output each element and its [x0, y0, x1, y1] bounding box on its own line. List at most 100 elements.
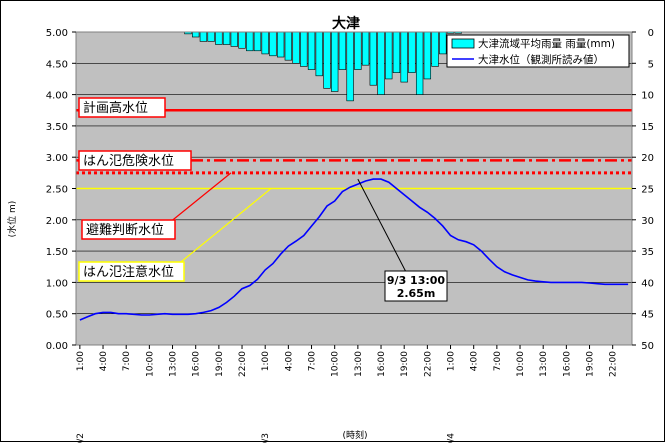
x-tick-label: 7:00: [122, 351, 132, 371]
x-tick-label: 22:00: [609, 351, 619, 377]
legend-box: [446, 34, 630, 68]
x-tick-label: 1:00: [447, 351, 457, 371]
rainfall-bar: [253, 31, 262, 52]
rainfall-bar: [346, 31, 354, 102]
reference-label: はん氾危険水位: [83, 154, 174, 169]
rainfall-bar: [292, 31, 300, 64]
callout-leader: [357, 178, 407, 273]
y-tick-label: 1.00: [46, 278, 68, 289]
rainfall-bar: [238, 31, 246, 49]
chart-title: 大津: [332, 15, 360, 32]
rainfall-bar: [331, 31, 339, 92]
rainfall-bar: [192, 31, 200, 38]
peak-annotation: 9/3 13:002.65m: [357, 178, 448, 302]
rainfall-bar: [315, 31, 323, 77]
y2-tick-label: 5: [648, 59, 654, 70]
legend: 大津流域平均雨量 雨量(mm) 大津水位（観測所読み値）: [446, 34, 630, 68]
rainfall-bar: [276, 31, 285, 58]
leader-line: [168, 172, 232, 224]
water-level-line: [79, 178, 629, 321]
y-tick-label: 4.00: [46, 91, 68, 102]
reference-label: 計画高水位: [83, 100, 148, 116]
x-tick-label: 10:00: [516, 351, 526, 377]
y-axis-title: (水位 m): [6, 201, 18, 238]
x-tick-label: 13:00: [169, 351, 179, 377]
rainfall-bar: [392, 31, 401, 73]
y2-tick-label: 50: [641, 341, 654, 352]
x-tick-label: 4:00: [284, 351, 294, 371]
right-axis-ticks: 0 5 10 15 20 25 30 35 40 45 50: [632, 28, 654, 352]
y2-tick-label: 15: [641, 122, 654, 133]
reference-label-box: [78, 97, 166, 118]
rainfall-bar: [439, 31, 447, 55]
callout-text: 2.65m: [397, 287, 436, 300]
x-tick-label: 22:00: [238, 351, 248, 377]
x-tick-label: 1:00: [261, 351, 271, 371]
x-tick-label: 13:00: [539, 351, 549, 377]
x-axis-title: (時刻): [342, 429, 367, 441]
rainfall-bar: [246, 31, 254, 52]
rainfall-bar: [222, 31, 231, 45]
x-tick-label: 19:00: [400, 351, 410, 377]
x-tick-label: 4:00: [470, 351, 480, 371]
leader-line: [175, 188, 272, 267]
y2-tick-label: 20: [641, 153, 654, 164]
x-tick-label: 19:00: [586, 351, 596, 377]
rainfall-bar: [369, 31, 377, 86]
y-tick-label: 5.00: [46, 28, 68, 39]
y-tick-label: 3.50: [46, 122, 68, 133]
reference-label-box: [78, 150, 192, 171]
y2-tick-label: 40: [641, 278, 654, 289]
x-tick-label: 1:00: [76, 351, 86, 371]
y2-tick-label: 35: [641, 247, 654, 258]
left-axis-ticks: 5.00 4.50 4.00 3.50 3.00 2.50 2.00 1.50 1.00 0.50…: [46, 28, 76, 352]
rainfall-bar: [323, 31, 331, 89]
rainfall-bar: [207, 31, 215, 42]
rainfall-bar: [377, 31, 385, 95]
legend-swatch-rain: [451, 38, 475, 49]
date-labels: 9/2 9/3 9/4: [76, 433, 457, 443]
rainfall-bar: [230, 31, 238, 47]
rainfall-bar: [338, 31, 347, 70]
x-tick-label: 4:00: [99, 351, 109, 371]
rainfall-bar: [300, 31, 308, 67]
y2-tick-label: 0: [648, 28, 654, 39]
y-tick-label: 4.50: [46, 59, 68, 70]
reference-label-box: [81, 219, 176, 240]
callout-box: [384, 270, 448, 302]
callout-text: 9/3 13:00: [387, 274, 446, 287]
reference-label: はん氾注意水位: [83, 264, 174, 280]
rainfall-bar: [400, 31, 408, 83]
y-tick-label: 0.00: [46, 341, 68, 352]
legend-label-level: 大津水位（観測所読み値）: [478, 53, 604, 66]
x-tick-label: 10:00: [331, 351, 341, 377]
x-axis-ticks: 1:00 4:00 7:00 10:00 13:00 16:00 19:00 22:00 1:0…: [76, 345, 619, 377]
rainfall-bar: [284, 31, 293, 61]
reference-label: 避難判断水位: [86, 223, 164, 238]
y-tick-label: 2.00: [46, 216, 68, 227]
x-tick-label: 10:00: [145, 351, 155, 377]
date-label: 9/3: [261, 433, 271, 443]
y-tick-label: 1.50: [46, 247, 68, 258]
rainfall-bar: [408, 31, 416, 73]
rainfall-bar: [261, 31, 269, 55]
x-tick-label: 22:00: [423, 351, 433, 377]
y-tick-label: 2.50: [46, 185, 68, 196]
x-tick-label: 19:00: [215, 351, 225, 377]
rainfall-bar: [199, 31, 208, 42]
rainfall-bar: [423, 31, 432, 80]
x-tick-label: 16:00: [562, 351, 572, 377]
y-tick-label: 0.50: [46, 310, 68, 321]
rainfall-bar: [361, 31, 370, 66]
rainfall-bar: [354, 31, 362, 70]
y2-tick-label: 10: [641, 91, 654, 102]
y2-tick-label: 30: [641, 216, 654, 227]
rainfall-bar: [215, 31, 223, 45]
x-tick-label: 7:00: [493, 351, 503, 371]
y2-tick-label: 25: [641, 185, 654, 196]
rainfall-bar: [415, 31, 424, 95]
x-tick-label: 16:00: [192, 351, 202, 377]
